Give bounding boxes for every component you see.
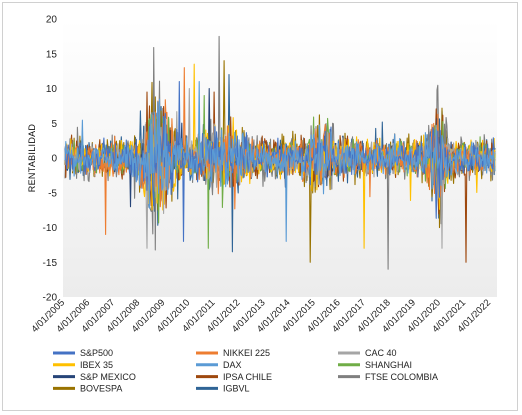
y-tick-label: -10 xyxy=(43,223,58,234)
y-tick-label: 15 xyxy=(46,49,58,60)
y-tick-label: 10 xyxy=(46,84,58,95)
y-axis-label: RENTABILIDAD xyxy=(27,124,37,193)
legend-label: S&P MEXICO xyxy=(80,372,136,382)
legend-item: BOVESPA xyxy=(53,384,122,394)
legend-item: S&P500 xyxy=(53,348,113,358)
y-tick-label: -15 xyxy=(43,258,58,269)
legend-label: S&P500 xyxy=(80,348,113,358)
legend-item: IPSA CHILE xyxy=(196,372,272,382)
series-layer xyxy=(64,35,496,270)
y-tick-label: 0 xyxy=(51,154,57,165)
legend-item: S&P MEXICO xyxy=(53,372,136,382)
legend-label: BOVESPA xyxy=(80,384,122,394)
legend-item: SHANGHAI xyxy=(338,360,412,370)
y-axis: 20 15 10 5 0 -5 -10 -15 -20 xyxy=(43,15,58,304)
y-tick-label: 20 xyxy=(46,15,58,26)
legend-item: DAX xyxy=(196,360,242,370)
chart-frame: 20 15 10 5 0 -5 -10 -15 -20 4/01/2005 4/01/2006 4/… xyxy=(2,2,518,411)
legend-item: IBEX 35 xyxy=(53,360,113,370)
y-tick-label: -20 xyxy=(43,293,58,304)
legend-label: NIKKEI 225 xyxy=(223,348,270,358)
legend-label: IPSA CHILE xyxy=(223,372,272,382)
y-tick-label: 5 xyxy=(51,119,57,130)
legend: S&P500 NIKKEI 225 CAC 40 IBEX 35 DAX SHANGHAI… xyxy=(53,348,438,394)
y-tick-label: -5 xyxy=(48,188,57,199)
legend-label: IBEX 35 xyxy=(80,360,113,370)
legend-label: SHANGHAI xyxy=(365,360,412,370)
series-line-dax xyxy=(64,81,496,242)
legend-label: DAX xyxy=(223,360,242,370)
legend-label: CAC 40 xyxy=(365,348,397,358)
returns-line-chart: 20 15 10 5 0 -5 -10 -15 -20 4/01/20054/01/20064/… xyxy=(27,15,497,394)
legend-label: FTSE COLOMBIA xyxy=(365,372,438,382)
x-axis: 4/01/20054/01/20064/01/20074/01/20084/01… xyxy=(29,297,493,335)
legend-item: IGBVL xyxy=(196,384,250,394)
legend-item: NIKKEI 225 xyxy=(196,348,270,358)
legend-item: FTSE COLOMBIA xyxy=(338,372,438,382)
legend-label: IGBVL xyxy=(223,384,250,394)
legend-item: CAC 40 xyxy=(338,348,397,358)
